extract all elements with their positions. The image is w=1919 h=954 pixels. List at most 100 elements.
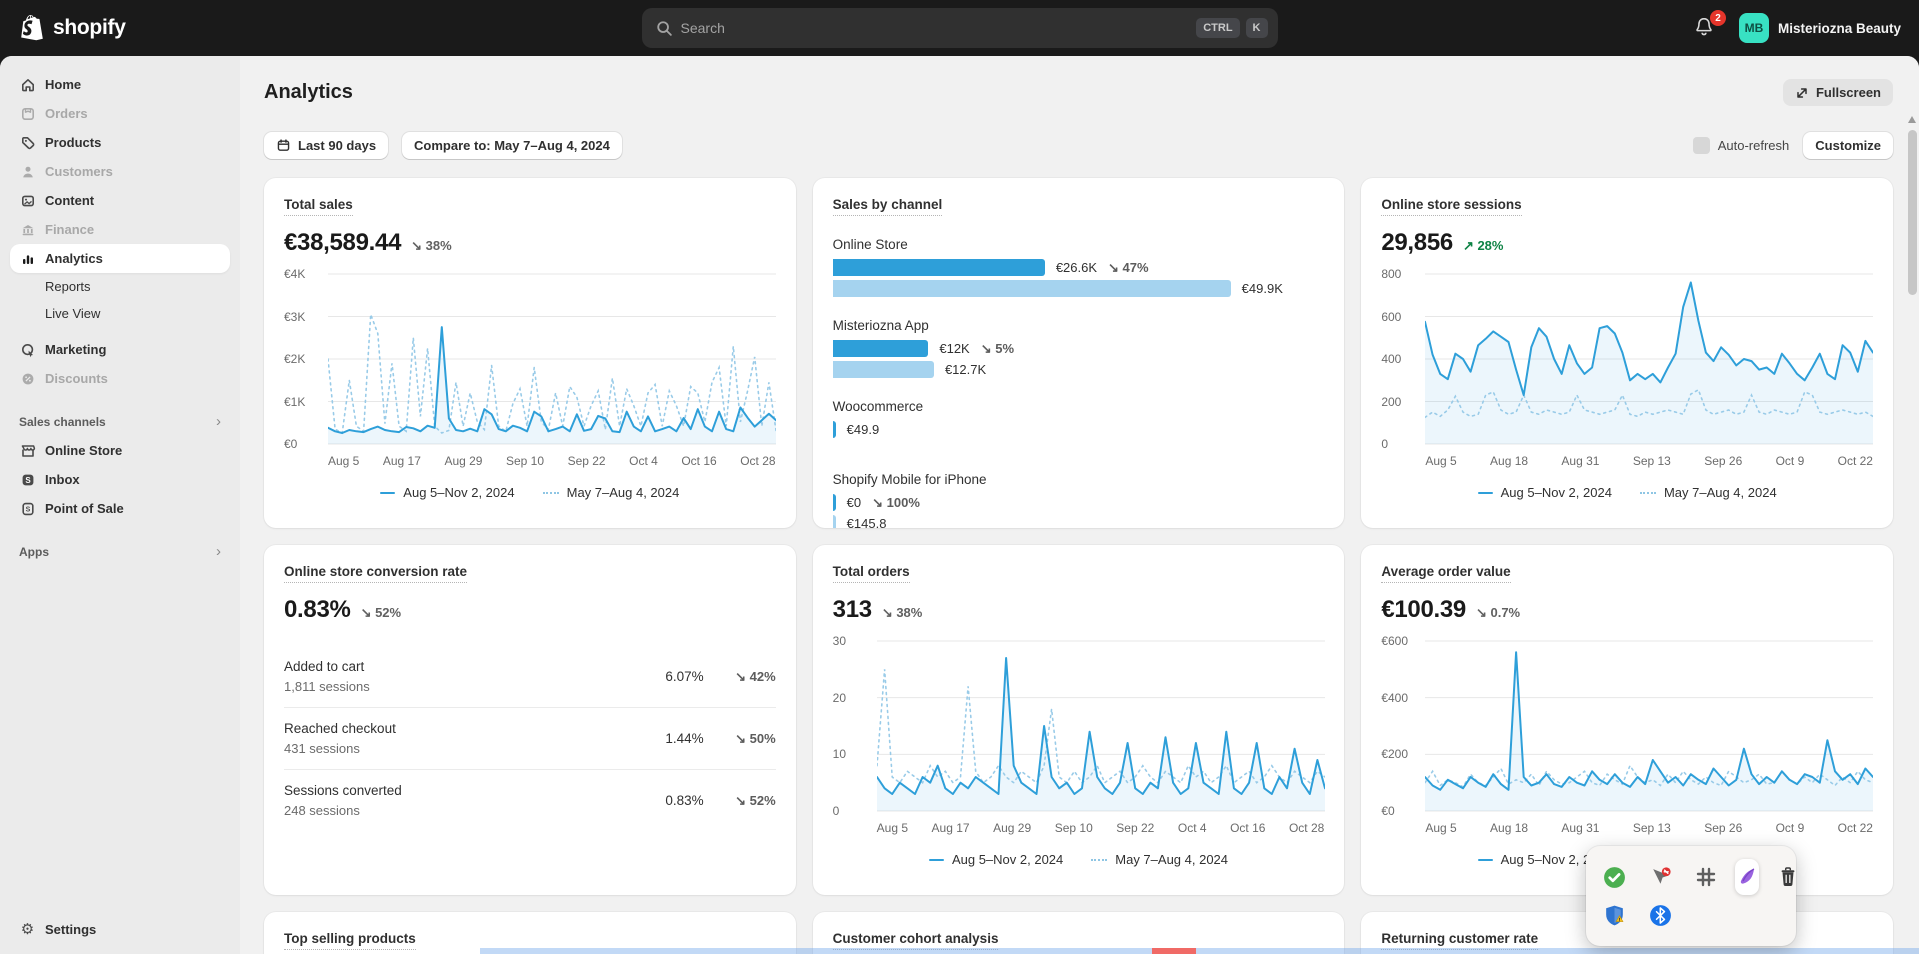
total-sales-delta: ↘ 38% (411, 238, 452, 254)
gear-icon: ⚙ (19, 922, 36, 937)
funnel-row-added-to-cart[interactable]: Added to cart1,811 sessions 6.07%↘ 42% (284, 646, 776, 707)
line-chart-svg (328, 273, 776, 445)
aov-delta: ↘ 0.7% (1476, 605, 1520, 621)
purple-pen-icon[interactable] (1735, 859, 1759, 895)
channel-group: Shopify Mobile for iPhone €0↘ 100% €145.… (833, 472, 1325, 528)
x-axis-label: Aug 17 (932, 821, 970, 835)
sidebar-item-label: Marketing (45, 342, 106, 357)
account-menu[interactable]: MB Misteriozna Beauty (1739, 13, 1901, 43)
sidebar-item-live-view[interactable]: Live View (10, 300, 230, 327)
y-axis-label: €400 (1381, 691, 1408, 705)
sidebar-item-products[interactable]: Products (10, 128, 230, 157)
date-range-button[interactable]: Last 90 days (264, 132, 388, 159)
sales-channels-section[interactable]: Sales channels › (12, 413, 228, 430)
current-bar[interactable] (833, 421, 836, 438)
x-axis-label: Aug 29 (993, 821, 1031, 835)
total-orders-title[interactable]: Total orders (833, 564, 910, 583)
current-bar[interactable] (833, 494, 836, 511)
svg-text:S: S (25, 476, 31, 485)
sidebar-item-home[interactable]: Home (10, 70, 230, 99)
aov-value: €100.39 (1381, 596, 1466, 624)
fullscreen-button[interactable]: Fullscreen (1783, 79, 1893, 106)
page-title: Analytics (264, 81, 353, 104)
approved-check-icon[interactable] (1601, 864, 1627, 890)
bluetooth-icon[interactable] (1647, 902, 1673, 928)
shortcut-ctrl-key: CTRL (1196, 18, 1239, 38)
shield-warning-icon[interactable] (1601, 902, 1627, 928)
account-name: Misteriozna Beauty (1778, 21, 1901, 36)
current-period-swatch (380, 492, 395, 494)
sessions-title[interactable]: Online store sessions (1381, 197, 1521, 216)
auto-refresh-toggle[interactable]: Auto-refresh (1693, 137, 1790, 154)
notification-badge: 2 (1710, 10, 1726, 26)
x-axis-label: Sep 22 (1116, 821, 1154, 835)
sales-by-channel-title[interactable]: Sales by channel (833, 197, 943, 216)
search-input[interactable]: Search CTRL K (642, 8, 1278, 48)
sidebar-item-finance[interactable]: Finance (10, 215, 230, 244)
aov-line-chart[interactable] (1425, 640, 1873, 812)
previous-bar[interactable] (833, 361, 934, 378)
sidebar-item-content[interactable]: Content (10, 186, 230, 215)
shopify-logo[interactable]: shopify (0, 13, 126, 43)
y-axis-label: 400 (1381, 352, 1401, 366)
brand-wordmark: shopify (53, 16, 126, 40)
sidebar: Home Orders Products Customers Content F… (0, 56, 240, 954)
funnel-row-sessions-converted[interactable]: Sessions converted248 sessions 0.83%↘ 52… (284, 769, 776, 831)
sidebar-item-discounts[interactable]: Discounts (10, 364, 230, 393)
x-axis-label: Oct 28 (740, 454, 775, 468)
knot-icon[interactable] (1693, 864, 1719, 890)
sidebar-item-customers[interactable]: Customers (10, 157, 230, 186)
y-axis-label: 600 (1381, 310, 1401, 324)
sidebar-item-point-of-sale[interactable]: S Point of Sale (10, 494, 230, 523)
x-axis-label: Sep 26 (1704, 821, 1742, 835)
x-axis-label: Oct 4 (1178, 821, 1207, 835)
bar-chart-icon (19, 251, 36, 267)
notifications-button[interactable]: 2 (1693, 15, 1719, 41)
vertical-scrollbar[interactable] (1908, 116, 1917, 954)
previous-bar[interactable] (833, 280, 1231, 297)
sidebar-item-reports[interactable]: Reports (10, 273, 230, 300)
current-period-swatch (1478, 859, 1493, 861)
funnel-row-reached-checkout[interactable]: Reached checkout431 sessions 1.44%↘ 50% (284, 707, 776, 769)
auto-refresh-checkbox[interactable] (1693, 137, 1710, 154)
sidebar-item-marketing[interactable]: Marketing (10, 335, 230, 364)
red-marker-segment (1152, 948, 1196, 954)
conversion-title[interactable]: Online store conversion rate (284, 564, 467, 583)
total-sales-line-chart[interactable] (328, 273, 776, 445)
current-bar[interactable] (833, 259, 1045, 276)
x-axis: Aug 5Aug 17Aug 29Sep 10Sep 22Oct 4Oct 16… (328, 454, 776, 468)
sidebar-item-orders[interactable]: Orders (10, 99, 230, 128)
aov-title[interactable]: Average order value (1381, 564, 1510, 583)
sidebar-item-inbox[interactable]: S Inbox (10, 465, 230, 494)
previous-bar[interactable] (833, 515, 836, 528)
content-icon (19, 193, 36, 209)
channel-group: Online Store €26.6K↘ 47% €49.9K (833, 237, 1325, 297)
cursor-blocked-icon[interactable] (1647, 864, 1673, 890)
x-axis-label: Aug 18 (1490, 821, 1528, 835)
customize-button[interactable]: Customize (1803, 132, 1893, 159)
trash-icon[interactable] (1775, 864, 1801, 890)
y-axis-label: 10 (833, 747, 846, 761)
previous-period-swatch (543, 492, 559, 494)
scroll-up-arrow[interactable] (1908, 116, 1916, 123)
apps-section[interactable]: Apps › (12, 543, 228, 560)
apps-label: Apps (19, 545, 49, 559)
shortcut-k-key: K (1246, 18, 1268, 38)
chart-legend: Aug 5–Nov 2, 2024 May 7–Aug 4, 2024 (284, 485, 776, 500)
sidebar-item-online-store[interactable]: Online Store (10, 436, 230, 465)
y-axis: €600€400€200€0 (1381, 640, 1425, 812)
x-axis-label: Sep 10 (1055, 821, 1093, 835)
current-bar[interactable] (833, 340, 929, 357)
sidebar-item-analytics[interactable]: Analytics (10, 244, 230, 273)
y-axis-label: 30 (833, 634, 846, 648)
sidebar-item-settings[interactable]: ⚙ Settings (10, 915, 230, 944)
total-sales-value: €38,589.44 (284, 229, 401, 257)
compare-to-button[interactable]: Compare to: May 7–Aug 4, 2024 (402, 132, 622, 159)
total-sales-title[interactable]: Total sales (284, 197, 353, 216)
orders-line-chart[interactable] (877, 640, 1325, 812)
scrollbar-thumb[interactable] (1908, 130, 1917, 295)
top-selling-products-title[interactable]: Top selling products (284, 931, 416, 950)
previous-period-swatch (1640, 492, 1656, 494)
sessions-line-chart[interactable] (1425, 273, 1873, 445)
sidebar-item-label: Content (45, 193, 94, 208)
